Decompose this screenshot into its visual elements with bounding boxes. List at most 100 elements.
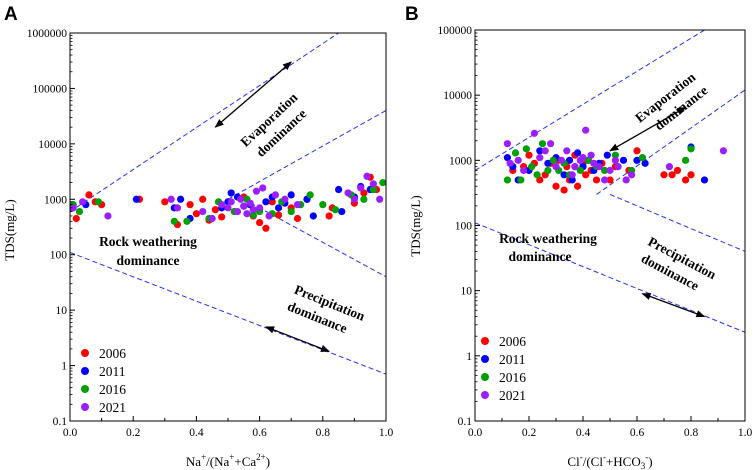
point-2006 <box>592 176 601 184</box>
y-tick-label: 1000 <box>44 194 67 206</box>
boundary-line <box>227 110 387 200</box>
point-2021 <box>237 195 245 203</box>
boundary-line <box>243 198 387 278</box>
point-2016 <box>503 176 511 184</box>
point-2011 <box>641 159 649 167</box>
point-2021 <box>293 201 302 209</box>
point-2006 <box>274 211 283 219</box>
legend-label-2006: 2006 <box>99 346 126 361</box>
point-2021 <box>590 159 598 167</box>
legend-label-2011: 2011 <box>499 352 526 367</box>
point-2021 <box>530 129 539 137</box>
point-2006 <box>256 218 264 227</box>
y-tick-label: 100 <box>50 250 68 262</box>
point-2016 <box>306 191 314 199</box>
point-2021 <box>243 210 251 218</box>
point-2006 <box>211 206 219 214</box>
panel-b-points <box>503 126 728 194</box>
x-tick-label: 0.6 <box>630 427 645 439</box>
point-2006 <box>633 147 641 155</box>
point-2006 <box>293 214 302 223</box>
legend-marker-2011 <box>81 367 89 375</box>
point-2011 <box>603 151 611 159</box>
point-2006 <box>668 171 676 179</box>
point-2021 <box>357 184 365 192</box>
point-2006 <box>682 176 690 184</box>
point-2021 <box>611 156 620 164</box>
point-2006 <box>262 224 270 232</box>
point-2021 <box>628 171 636 179</box>
point-2011 <box>287 191 295 199</box>
y-tick-label: 1000000 <box>27 28 68 40</box>
legend-marker-2021 <box>481 391 489 399</box>
panel-a-precipitation-label: Precipitationdominance <box>285 282 367 341</box>
point-2021 <box>167 195 175 203</box>
x-tick-label: 0.2 <box>126 427 141 439</box>
x-tick-label: 0.6 <box>252 427 267 439</box>
point-2016 <box>379 179 387 187</box>
point-2016 <box>549 156 557 164</box>
point-2016 <box>517 176 525 184</box>
point-2006 <box>199 195 207 203</box>
double-arrow <box>214 61 292 128</box>
point-2021 <box>240 202 248 210</box>
point-2021 <box>259 184 267 192</box>
panel-a: A 0.0 0.2 0.4 0.6 0.8 1.0 0.1 1 10 100 1000 10000 1… <box>2 4 393 469</box>
point-2011 <box>177 195 185 203</box>
point-2021 <box>350 195 358 203</box>
point-2021 <box>376 195 384 203</box>
point-2011 <box>262 198 270 206</box>
y-tick-label: 10 <box>461 286 473 298</box>
point-2011 <box>309 212 317 220</box>
point-2021 <box>256 204 264 212</box>
point-2011 <box>338 207 346 216</box>
double-arrow <box>641 293 706 318</box>
panel-a-points <box>69 172 387 232</box>
y-tick-label: 1000 <box>449 155 472 167</box>
point-2021 <box>281 195 289 203</box>
panel-a-y-ticks: 0.1 1 10 100 1000 10000 100000 1000000 <box>27 28 75 428</box>
point-2021 <box>271 191 279 199</box>
panel-a-plot-frame <box>69 32 387 422</box>
panel-a-rock-weathering-label: Rock weathering dominance <box>99 234 197 268</box>
point-2021 <box>233 207 242 216</box>
point-2021 <box>622 176 630 184</box>
point-2021 <box>606 166 614 175</box>
point-2016 <box>638 154 647 162</box>
point-2021 <box>568 171 576 179</box>
point-2011 <box>335 185 343 194</box>
point-2011 <box>565 156 574 164</box>
point-2016 <box>94 198 103 206</box>
point-2016 <box>75 207 84 216</box>
point-2006 <box>687 171 695 179</box>
point-2021 <box>69 204 77 212</box>
point-2021 <box>520 166 528 175</box>
point-2016 <box>287 207 295 216</box>
legend-label-2016: 2016 <box>99 382 126 397</box>
y-tick-label: 100000 <box>438 25 473 37</box>
point-2011 <box>132 195 140 203</box>
point-2021 <box>536 154 544 162</box>
legend-marker-2011 <box>481 355 489 363</box>
x-tick-label: 0.0 <box>468 427 483 439</box>
point-2011 <box>619 156 628 164</box>
point-2006 <box>552 182 560 190</box>
point-2021 <box>587 151 595 159</box>
point-2006 <box>85 191 93 199</box>
point-2021 <box>579 154 587 162</box>
point-2011 <box>536 147 544 155</box>
point-2021 <box>595 163 603 171</box>
point-2021 <box>344 189 352 197</box>
point-2016 <box>601 166 609 175</box>
legend-label-2021: 2021 <box>499 388 526 403</box>
boundary-line <box>474 29 705 171</box>
y-tick-label: 0.1 <box>458 416 473 428</box>
legend-marker-2006 <box>481 337 489 345</box>
x-tick-label: 0.4 <box>576 427 591 439</box>
point-2021 <box>218 201 226 209</box>
boundary-line <box>69 32 339 212</box>
panel-a-legend: 2006 2011 2016 2021 <box>81 346 126 415</box>
panel-a-arrows <box>214 61 330 353</box>
point-2006 <box>525 151 533 159</box>
point-2021 <box>369 180 377 188</box>
